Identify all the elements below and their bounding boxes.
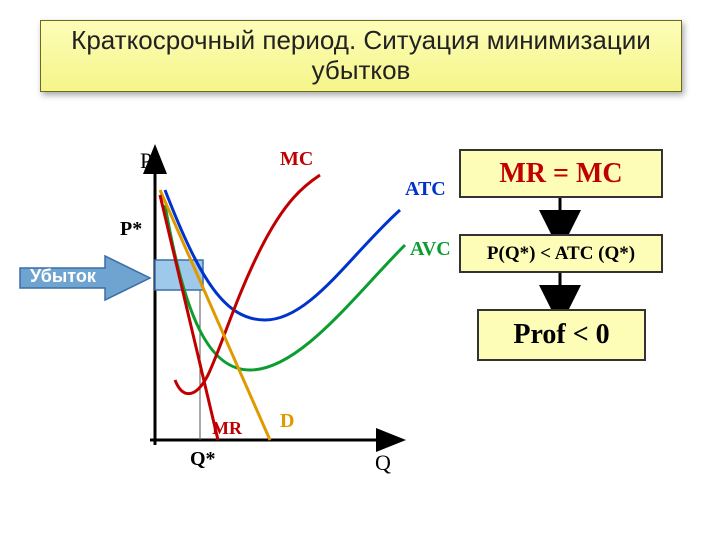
formula-prof-text: Prof < 0: [513, 319, 609, 351]
mr-curve: [160, 195, 218, 440]
p-star-label: P*: [120, 218, 142, 241]
q-star-label: Q*: [190, 448, 216, 471]
formula-mr-mc-text: MR = MC: [499, 158, 622, 190]
formula-mr-mc: MR = MC: [460, 150, 662, 197]
d-curve: [160, 190, 270, 440]
mr-label: MR: [212, 418, 242, 439]
avc-label: AVC: [410, 238, 451, 261]
atc-label: ATC: [405, 178, 446, 201]
y-axis-label: P: [140, 148, 152, 174]
formula-p-atc: P(Q*) < ATC (Q*): [460, 235, 662, 272]
x-axis-label: Q: [375, 450, 391, 476]
formula-p-atc-text: P(Q*) < ATC (Q*): [487, 243, 635, 265]
d-label: D: [280, 410, 294, 433]
mc-label: MC: [280, 148, 313, 171]
loss-arrow-text: Убыток: [30, 266, 96, 287]
formula-prof: Prof < 0: [478, 310, 645, 360]
